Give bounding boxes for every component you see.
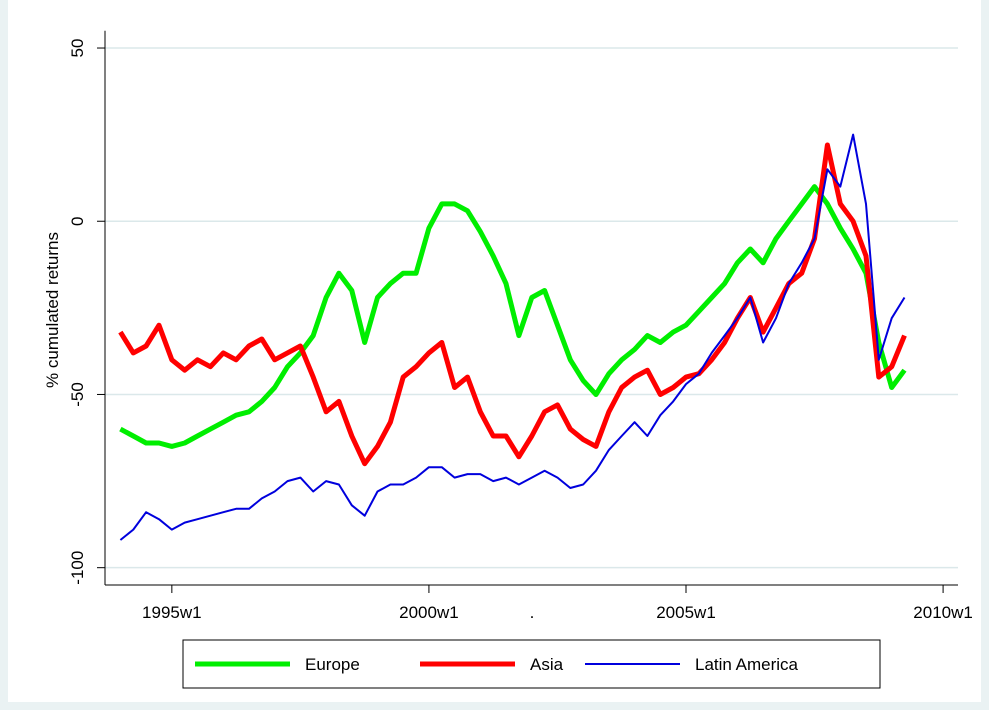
x-tick-label: 2000w1	[399, 603, 459, 622]
series-line	[118, 142, 907, 467]
series-line	[119, 133, 906, 541]
y-tick-label: 50	[68, 39, 87, 58]
legend	[182, 639, 881, 689]
legend-label: Asia	[530, 655, 564, 674]
y-tick-label: -50	[68, 382, 87, 407]
legend-label: Europe	[305, 655, 360, 674]
x-tick-label: 2005w1	[656, 603, 716, 622]
x-tick-label: 1995w1	[142, 603, 202, 622]
series-line	[119, 184, 907, 449]
x-tick-label: 2010w1	[913, 603, 973, 622]
plot-background	[8, 0, 981, 702]
y-axis-title: % cumulated returns	[43, 232, 62, 388]
x-axis-title: .	[530, 603, 535, 622]
legend-label: Latin America	[695, 655, 799, 674]
y-tick-label: -100	[68, 551, 87, 585]
y-tick-label: 0	[68, 217, 87, 226]
